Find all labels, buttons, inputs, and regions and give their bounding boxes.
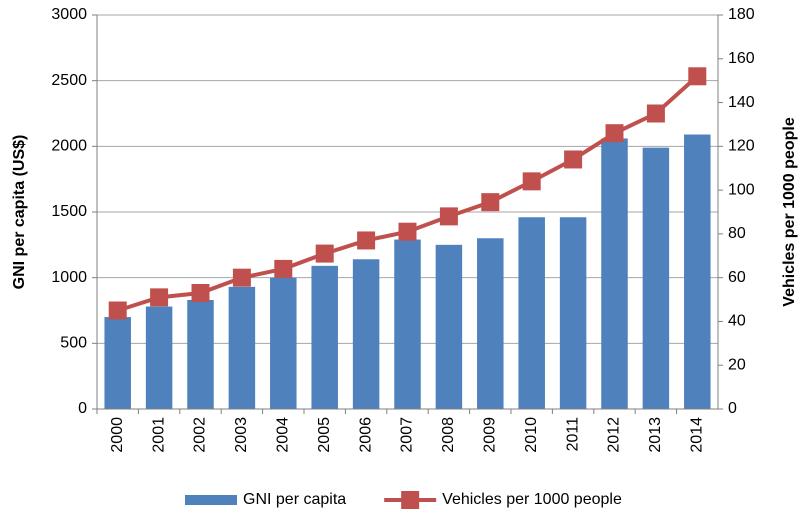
bar [145, 306, 173, 409]
y2-tick-label: 40 [728, 313, 746, 330]
bar [270, 277, 297, 409]
bar [394, 239, 421, 409]
line-marker [605, 124, 624, 143]
y2-tick-label: 120 [728, 138, 755, 155]
bar [352, 259, 380, 409]
line-marker [108, 301, 127, 320]
y-tick-label: 1000 [51, 269, 87, 286]
bar [104, 317, 131, 409]
y2-tick-label: 20 [728, 356, 746, 373]
y2-tick-label: 180 [728, 6, 755, 23]
bar [642, 147, 670, 409]
y2-tick-label: 60 [728, 269, 746, 286]
legend-label: GNI per capita [243, 491, 346, 508]
x-tick-label: 2012 [606, 417, 623, 453]
x-tick-label: 2011 [564, 417, 581, 452]
bar [477, 238, 504, 409]
bar [435, 244, 463, 409]
x-tick-label: 2000 [109, 417, 126, 453]
bar [518, 217, 545, 409]
line-marker [357, 231, 376, 250]
bar [559, 217, 587, 409]
x-tick-label: 2014 [689, 417, 706, 453]
x-tick-label: 2004 [275, 417, 292, 453]
line-marker [232, 268, 251, 287]
x-tick-label: 2002 [192, 417, 209, 453]
y-tick-label: 2500 [51, 72, 87, 89]
legend-label: Vehicles per 1000 people [442, 491, 622, 508]
x-tick-label: 2001 [150, 417, 167, 453]
line-marker [522, 172, 541, 191]
y-tick-label: 2000 [51, 138, 87, 155]
line-marker [191, 283, 210, 302]
x-tick-label: 2008 [440, 417, 457, 453]
line-marker [646, 104, 665, 123]
legend-swatch [401, 491, 420, 509]
y2-tick-label: 140 [728, 94, 755, 111]
bar [228, 286, 256, 409]
line-marker [481, 193, 500, 212]
bar [684, 134, 711, 409]
y2-tick-label: 160 [728, 50, 755, 67]
x-tick-label: 2006 [357, 417, 374, 453]
y2-tick-label: 80 [728, 225, 746, 242]
y-tick-label: 1500 [51, 203, 87, 220]
x-tick-label: 2009 [482, 417, 499, 453]
y-tick-label: 0 [78, 400, 87, 417]
y-tick-label: 3000 [51, 6, 87, 23]
y-tick-label: 500 [60, 335, 87, 352]
bar [311, 265, 338, 409]
bar [187, 299, 214, 409]
line-marker [150, 288, 169, 307]
y2-axis-label: Vehicles per 1000 people [781, 117, 798, 307]
line-marker [439, 207, 458, 226]
line-marker [315, 244, 334, 263]
line-marker [564, 150, 583, 169]
x-tick-label: 2007 [399, 417, 416, 453]
legend-swatch [185, 495, 237, 505]
y2-tick-label: 100 [728, 181, 755, 198]
line-marker [688, 67, 707, 86]
x-tick-label: 2013 [647, 417, 664, 453]
y2-tick-label: 0 [728, 400, 737, 417]
x-tick-label: 2005 [316, 417, 333, 453]
bar [601, 138, 628, 409]
y-axis-label: GNI per capita (US$) [11, 135, 28, 290]
line-marker [274, 259, 293, 278]
x-tick-label: 2003 [233, 417, 250, 453]
line-marker [398, 222, 417, 241]
x-tick-label: 2010 [523, 417, 540, 453]
